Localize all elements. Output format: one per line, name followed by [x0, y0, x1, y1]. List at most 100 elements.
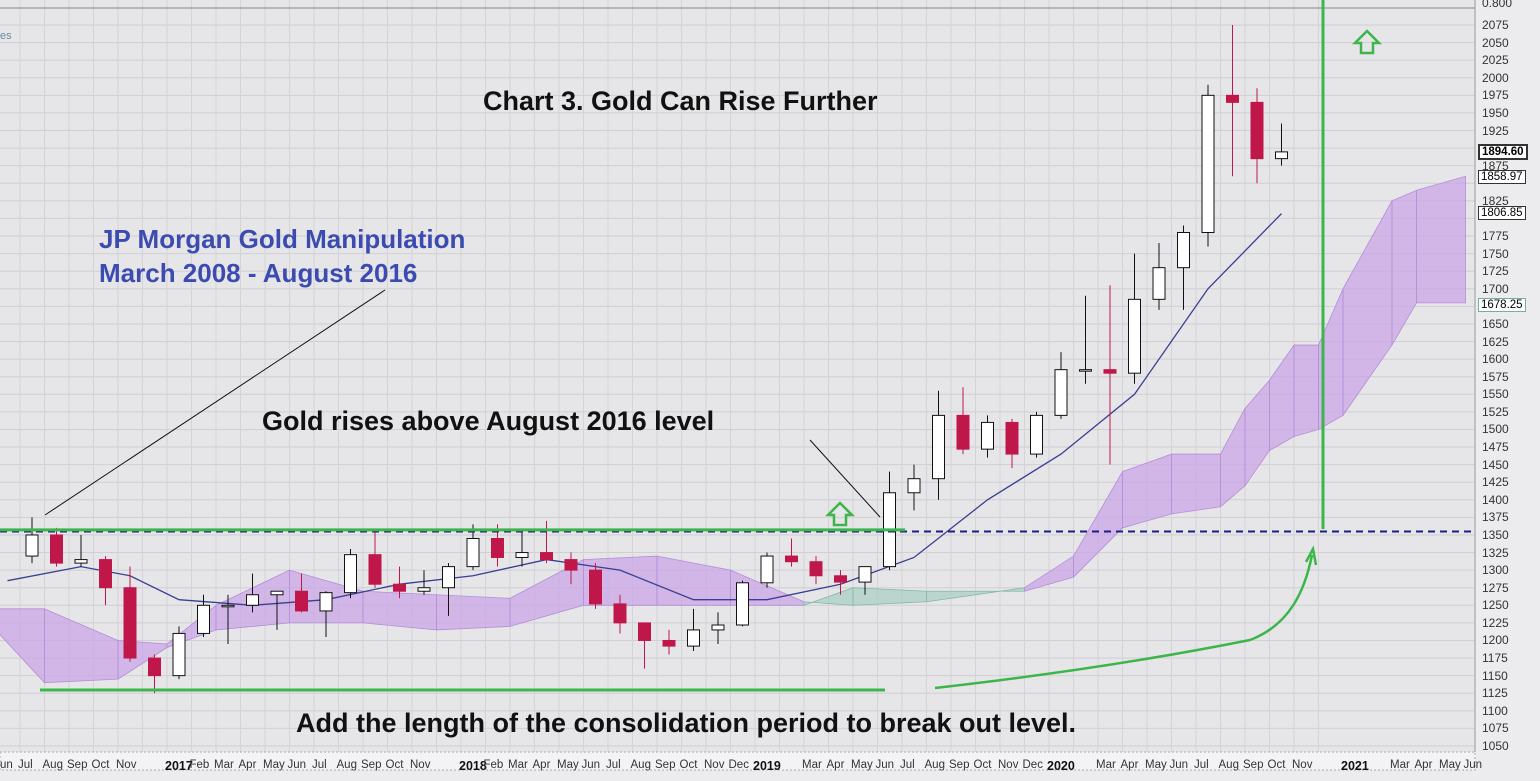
candle-body [25, 534, 39, 557]
x-tick-label: un [0, 759, 13, 771]
x-tick-label: Jun [581, 759, 601, 771]
x-tick-label: May [851, 759, 873, 771]
candle-body [491, 537, 504, 558]
x-tick-label: Oct [973, 759, 992, 771]
corner-fragment: es [0, 30, 12, 42]
up-arrow-icon [1351, 29, 1383, 55]
x-tick-label: 2020 [1047, 759, 1075, 773]
y-tick-label: 1400 [1482, 492, 1509, 507]
y-tick-label: 1475 [1482, 440, 1509, 455]
cloud-segment [436, 594, 511, 631]
y-tick-label: 1600 [1482, 352, 1509, 367]
y-tick-label: 1750 [1482, 246, 1509, 261]
candle-body [785, 555, 798, 563]
candle-body [197, 604, 210, 634]
candle-body [344, 554, 357, 594]
x-tick-label: Oct [91, 759, 110, 771]
candle-body [932, 414, 945, 480]
candle-body [1201, 94, 1215, 234]
x-tick-label: Aug [336, 759, 357, 771]
jp-line-2: March 2008 - August 2016 [99, 258, 418, 288]
x-tick-label: Oct [679, 759, 698, 771]
candle-body [148, 657, 161, 677]
candle-body [687, 629, 700, 647]
cloud-segment [1171, 453, 1221, 515]
moving-average [7, 213, 1282, 606]
x-tick-label: Sep [67, 759, 88, 771]
x-tick-label: May [263, 759, 285, 771]
y-tick-label: 2000 [1482, 70, 1509, 85]
candle-body [393, 583, 406, 592]
candle-body [589, 569, 602, 605]
y-tick-label: 1700 [1482, 281, 1509, 296]
x-tick-label: Aug [630, 759, 651, 771]
jp-morgan-annotation: JP Morgan Gold Manipulation March 2008 -… [99, 222, 465, 290]
x-tick-label: Jul [312, 759, 327, 771]
candle-body [417, 587, 431, 592]
candle-body [613, 603, 627, 624]
reference-lines [0, 0, 1475, 692]
x-tick-label: Jul [18, 759, 33, 771]
candle-body [858, 566, 872, 583]
candle-body [221, 604, 235, 608]
moving-average-line [7, 213, 1282, 606]
y-tick-label: 1550 [1482, 387, 1509, 402]
x-tick-label: Mar [214, 759, 234, 771]
y-tick-label: 1875 [1482, 158, 1509, 173]
price-label-2: 1806.85 [1478, 206, 1526, 220]
candle-body [1177, 232, 1190, 269]
x-tick-label: May [557, 759, 579, 771]
y-tick-label: 1925 [1482, 123, 1509, 138]
y-tick-label: 1350 [1482, 527, 1509, 542]
candle-body [711, 624, 725, 631]
y-tick-label: 1500 [1482, 422, 1509, 437]
x-tick-label: Aug [1218, 759, 1239, 771]
jp-pointer-line [44, 289, 386, 516]
price-label-1: 1858.97 [1478, 170, 1526, 184]
x-tick-label: Nov [116, 759, 137, 771]
x-tick-label: 2018 [459, 759, 487, 773]
candle-body [1079, 369, 1092, 372]
y-tick-label: 1325 [1482, 545, 1509, 560]
candle-body [515, 552, 529, 558]
arrowhead-icon [1304, 545, 1318, 566]
candle-body [270, 590, 284, 596]
x-tick-label: Apr [532, 759, 551, 771]
x-tick-label: 2019 [753, 759, 781, 773]
y-tick-label: 1100 [1482, 703, 1508, 718]
x-tick-label: Jul [606, 759, 621, 771]
candle-body [319, 592, 333, 612]
candle-body [662, 639, 676, 647]
x-tick-label: Oct [1267, 759, 1286, 771]
candle-body [834, 575, 847, 583]
y-tick-label: 1200 [1482, 633, 1509, 648]
x-tick-label: Mar [802, 759, 822, 771]
x-tick-label: Nov [1292, 759, 1313, 771]
y-tick-label: 1725 [1482, 264, 1509, 279]
x-tick-label: Aug [924, 759, 945, 771]
candle-body [466, 537, 480, 568]
candle-body [368, 554, 382, 585]
breakout-annotation: Gold rises above August 2016 level [262, 406, 715, 436]
candle-body [736, 582, 749, 626]
y-tick-label: 1075 [1482, 721, 1509, 736]
candle-body [1054, 369, 1068, 416]
x-tick-label: Sep [949, 759, 970, 771]
candles [25, 25, 1288, 694]
y-tick-label: 1450 [1482, 457, 1509, 472]
cloud-segment [1416, 175, 1466, 304]
y-tick-label: 1225 [1482, 615, 1509, 630]
price-label-3: 1678.25 [1478, 298, 1526, 312]
x-tick-label: Sep [1243, 759, 1264, 771]
x-tick-label: Feb [483, 759, 504, 771]
y-tick-label: 1950 [1482, 105, 1509, 120]
x-tick-label: Jun [1169, 759, 1189, 771]
y-tick-label: 1425 [1482, 475, 1509, 490]
y-tick-label: 1300 [1482, 563, 1509, 578]
up-arrow-icon [824, 501, 856, 527]
y-tick-label: 1975 [1482, 88, 1509, 103]
x-tick-label: Nov [998, 759, 1019, 771]
x-tick-label: Jul [1194, 759, 1209, 771]
x-tick-label: Aug [42, 759, 63, 771]
